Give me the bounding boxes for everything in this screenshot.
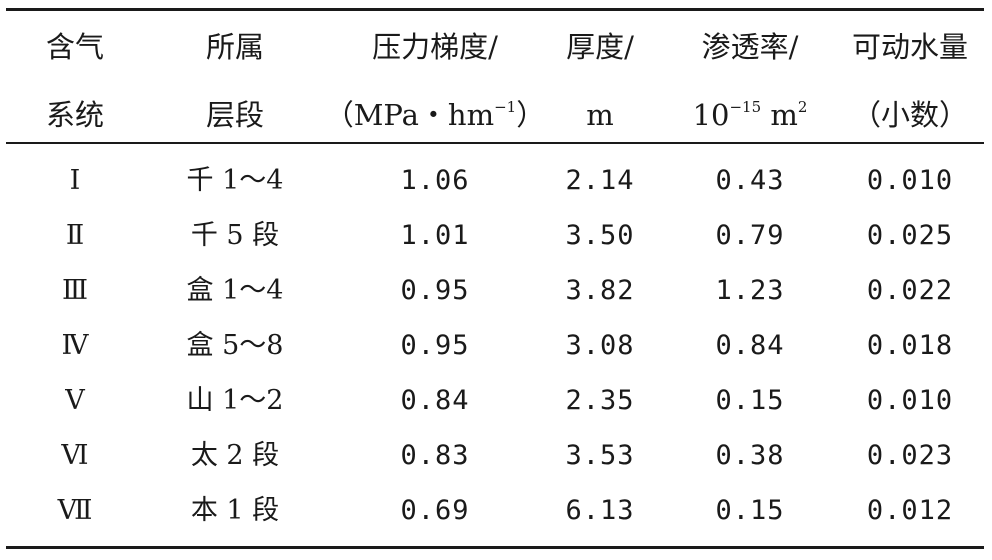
cell-pressure: 0.69 xyxy=(400,495,470,526)
cell-thickness: 3.08 xyxy=(565,330,635,361)
cell-pressure: 0.83 xyxy=(400,440,470,471)
cell-permeability: 0.43 xyxy=(715,165,785,196)
cell-layer: 千 5 段 xyxy=(190,220,280,251)
cell-layer: 太 2 段 xyxy=(190,440,280,471)
cell-thickness: 3.82 xyxy=(565,275,635,306)
header-line1: 所属 xyxy=(205,30,264,64)
header-line1: 厚度/ xyxy=(566,30,634,64)
cell-layer: 盒 5～8 xyxy=(186,330,284,361)
header-line1: 含气 xyxy=(45,30,104,64)
cell-permeability: 0.79 xyxy=(715,220,785,251)
header-line1: 可动水量 xyxy=(851,30,968,64)
cell-permeability: 0.38 xyxy=(715,440,785,471)
cell-system: Ⅶ xyxy=(57,495,93,526)
cell-system: Ⅵ xyxy=(61,440,89,471)
cell-water: 0.025 xyxy=(866,220,954,251)
cell-thickness: 3.53 xyxy=(565,440,635,471)
cell-thickness: 2.35 xyxy=(565,385,635,416)
cell-layer: 本 1 段 xyxy=(190,495,280,526)
header-layer: 所属 层段 xyxy=(170,32,300,130)
cell-system: Ⅳ xyxy=(61,330,89,361)
cell-thickness: 6.13 xyxy=(565,495,635,526)
header-line2: 系统 xyxy=(45,98,104,132)
header-pressure-gradient: 压力梯度/ （MPa・hm−1） xyxy=(320,32,550,130)
cell-system: Ⅰ xyxy=(69,165,81,196)
cell-water: 0.010 xyxy=(866,165,954,196)
cell-water: 0.022 xyxy=(866,275,954,306)
cell-thickness: 3.50 xyxy=(565,220,635,251)
header-line2: （小数） xyxy=(851,98,968,132)
cell-pressure: 0.84 xyxy=(400,385,470,416)
table-top-rule xyxy=(6,8,984,11)
header-line1: 渗透率/ xyxy=(701,30,799,64)
header-line2: m xyxy=(586,98,614,132)
header-line2: 10−15 m2 xyxy=(692,98,808,132)
cell-water: 0.023 xyxy=(866,440,954,471)
cell-permeability: 0.84 xyxy=(715,330,785,361)
cell-pressure: 1.06 xyxy=(400,165,470,196)
cell-layer: 山 1～2 xyxy=(186,385,284,416)
table-bottom-rule xyxy=(6,546,984,549)
cell-thickness: 2.14 xyxy=(565,165,635,196)
cell-system: Ⅲ xyxy=(61,275,89,306)
header-line2: （MPa・hm−1） xyxy=(324,98,546,132)
cell-pressure: 0.95 xyxy=(400,330,470,361)
cell-pressure: 1.01 xyxy=(400,220,470,251)
cell-layer: 千 1～4 xyxy=(186,165,284,196)
cell-layer: 盒 1～4 xyxy=(186,275,284,306)
cell-pressure: 0.95 xyxy=(400,275,470,306)
cell-permeability: 1.23 xyxy=(715,275,785,306)
table-header-rule xyxy=(6,142,984,144)
cell-permeability: 0.15 xyxy=(715,495,785,526)
header-thickness: 厚度/ m xyxy=(550,32,650,130)
cell-permeability: 0.15 xyxy=(715,385,785,416)
header-line1: 压力梯度/ xyxy=(372,30,498,64)
header-permeability: 渗透率/ 10−15 m2 xyxy=(670,32,830,130)
cell-system: Ⅱ xyxy=(65,220,85,251)
cell-system: Ⅴ xyxy=(65,385,85,416)
header-movable-water: 可动水量 （小数） xyxy=(835,32,985,130)
cell-water: 0.010 xyxy=(866,385,954,416)
header-line2: 层段 xyxy=(205,98,264,132)
cell-water: 0.012 xyxy=(866,495,954,526)
header-gas-system: 含气 系统 xyxy=(10,32,140,130)
cell-water: 0.018 xyxy=(866,330,954,361)
